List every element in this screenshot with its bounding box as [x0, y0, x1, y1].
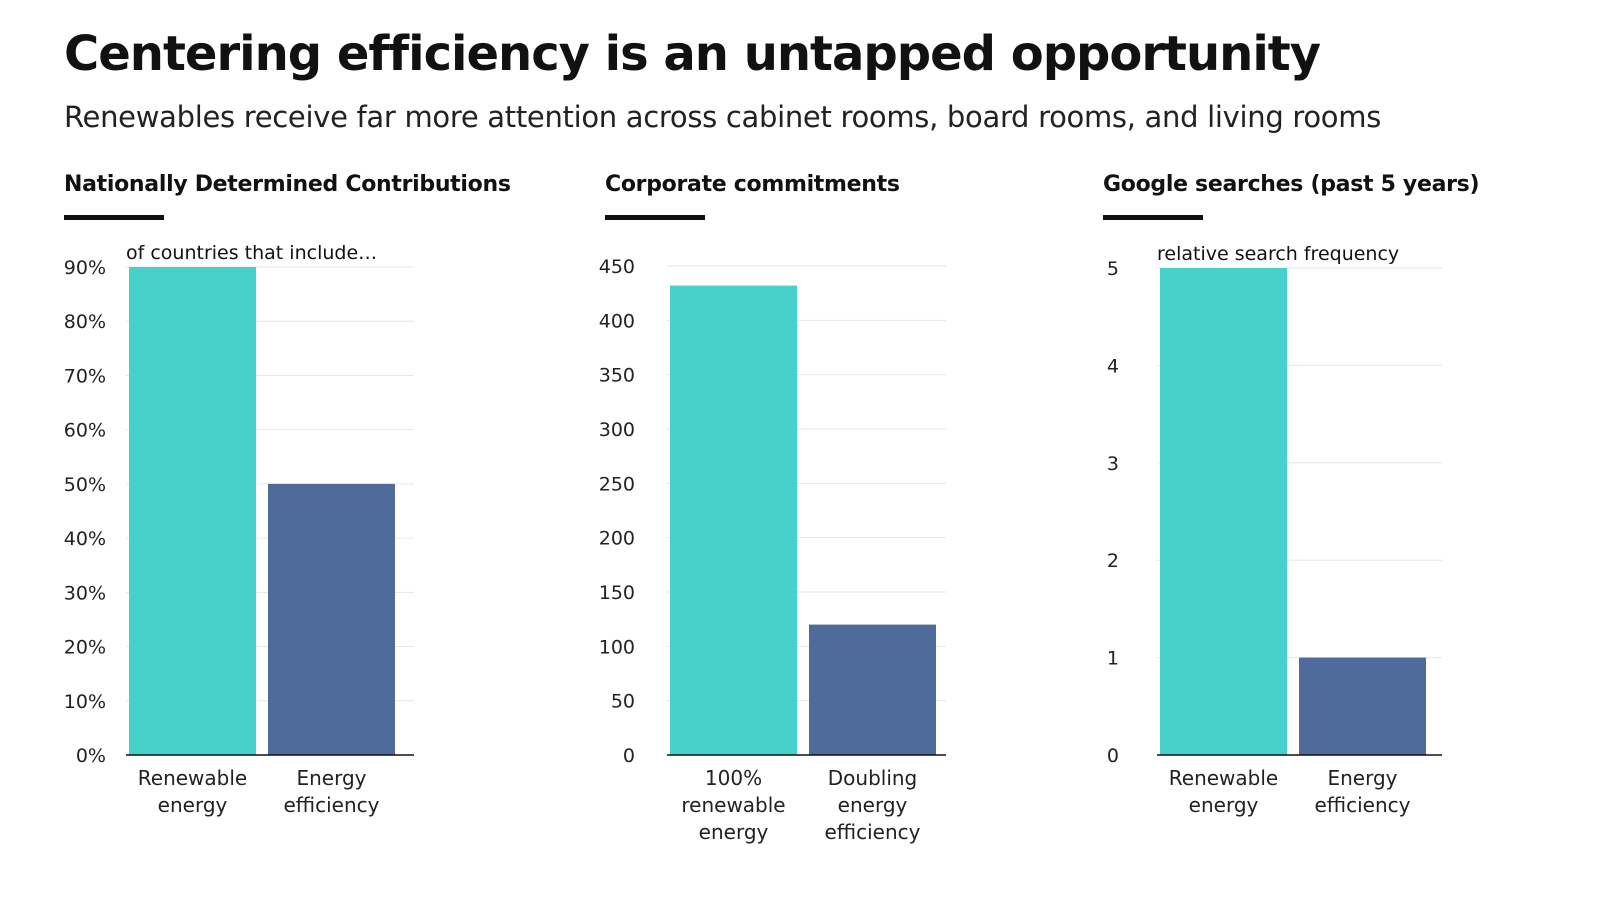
y-tick-label: 80% — [64, 311, 106, 333]
y-tick-label: 0 — [1107, 745, 1119, 767]
y-tick-label: 70% — [64, 365, 106, 387]
bar-efficiency — [1299, 657, 1426, 755]
y-tick-label: 200 — [599, 528, 635, 550]
y-tick-label: 400 — [599, 310, 635, 332]
y-tick-label: 50% — [64, 474, 106, 496]
y-tick-label: 2 — [1107, 550, 1119, 572]
bar-renewable — [1160, 268, 1287, 755]
y-tick-label: 40% — [64, 528, 106, 550]
chart-title: Google searches (past 5 years) — [1103, 172, 1480, 197]
y-tick-label: 350 — [599, 365, 635, 387]
bar-renewable — [670, 285, 797, 755]
y-tick-label: 100 — [599, 636, 635, 658]
title-underline — [605, 215, 705, 220]
y-tick-label: 300 — [599, 419, 635, 441]
x-category-label: Energy efficiency — [283, 766, 379, 817]
y-tick-label: 150 — [599, 582, 635, 604]
chart-annotation: relative search frequency — [1157, 243, 1399, 265]
bar-efficiency — [809, 624, 936, 755]
y-tick-label: 60% — [64, 420, 106, 442]
chart-panel-ndc: Nationally Determined Contributions 0% 10… — [64, 170, 511, 870]
y-tick-label: 0 — [623, 745, 635, 767]
page-subtitle: Renewables receive far more attention ac… — [64, 100, 1382, 134]
chart-annotation: of countries that include… — [126, 242, 377, 264]
bar-renewable — [129, 267, 256, 755]
y-tick-label: 0% — [76, 745, 106, 767]
y-tick-label: 4 — [1107, 355, 1119, 377]
bar-chart-ndc: 0% 10% 20% 30% 40% 50% 60% 70% 80% 90% Renewable en… — [64, 242, 414, 817]
x-category-label: 100% renewable energy — [681, 766, 785, 844]
y-tick-label: 1 — [1107, 648, 1119, 670]
x-category-label: Renewable energy — [1169, 766, 1278, 817]
x-category-label: Doubling energy efficiency — [824, 766, 920, 844]
bar-efficiency — [268, 483, 395, 755]
chart-panel-google: Google searches (past 5 years) 0 1 2 3 4 5 Ren… — [1103, 170, 1523, 870]
y-tick-label: 90% — [64, 257, 106, 279]
y-tick-label: 30% — [64, 582, 106, 604]
y-tick-label: 3 — [1107, 453, 1119, 475]
x-category-label: Energy efficiency — [1314, 766, 1410, 817]
y-tick-label: 250 — [599, 473, 635, 495]
y-tick-label: 5 — [1107, 258, 1119, 280]
x-category-label: Renewable energy — [138, 766, 247, 817]
title-underline — [1103, 215, 1203, 220]
y-tick-label: 450 — [599, 256, 635, 278]
bar-chart-corporate: 0 50 100 150 200 250 300 350 400 450 100% renewable… — [599, 256, 946, 844]
page-title: Centering efficiency is an untapped oppo… — [64, 26, 1321, 82]
chart-title: Corporate commitments — [605, 172, 900, 197]
y-tick-label: 20% — [64, 637, 106, 659]
bar-chart-google: 0 1 2 3 4 5 Renewable energy Energy efficiency rel… — [1107, 243, 1442, 817]
chart-title: Nationally Determined Contributions — [64, 172, 511, 197]
title-underline — [64, 215, 164, 220]
chart-panel-corporate: Corporate commitments 0 50 100 150 200 250 300… — [599, 170, 1025, 870]
y-tick-label: 50 — [611, 691, 635, 713]
y-tick-label: 10% — [64, 691, 106, 713]
